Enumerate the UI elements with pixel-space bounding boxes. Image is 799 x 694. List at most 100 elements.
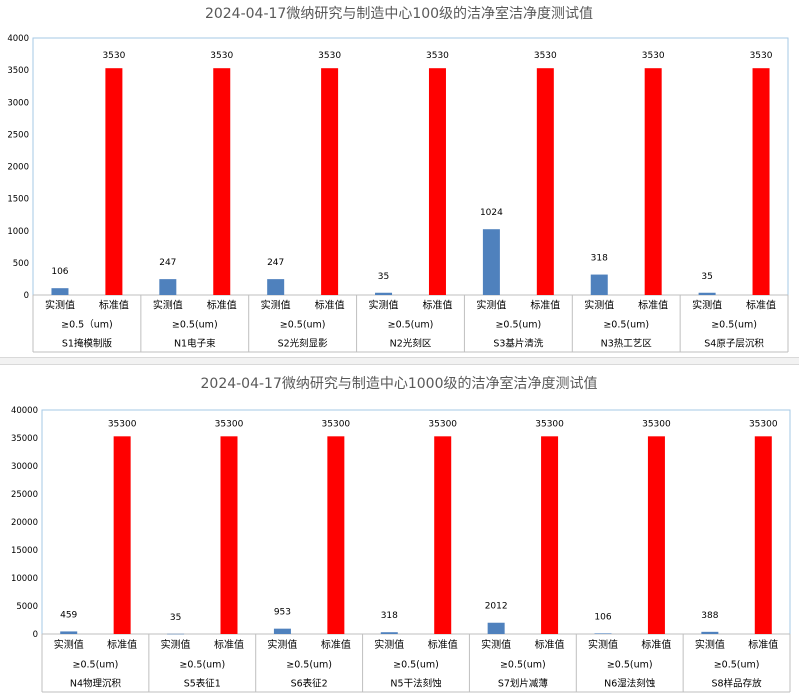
- chart-class-100-svg: 2024-04-17微纳研究与制造中心100级的洁净室洁净度测试值 0 500 100…: [7, 5, 789, 353]
- bar-measured: [701, 631, 719, 634]
- data-label-standard: 3530: [210, 51, 233, 61]
- bar-standard: [752, 68, 770, 295]
- category-size-label: ≥0.5(um): [607, 659, 653, 670]
- category-location-label: N3热工艺区: [601, 338, 653, 350]
- bar-standard: [644, 68, 662, 295]
- y-tick-label: 1500: [7, 195, 29, 205]
- plot-area-frame: [32, 37, 789, 296]
- category-location-label: S1掩模制版: [62, 338, 113, 350]
- data-label-measured: 35: [170, 613, 181, 623]
- data-label-standard: 3530: [102, 51, 125, 61]
- category-location-label: S5表征1: [184, 678, 221, 690]
- category-series-label: 标准值: [214, 638, 244, 651]
- data-label-standard: 3530: [750, 51, 773, 61]
- bar-standard: [321, 68, 339, 295]
- data-label-standard: 35300: [215, 419, 244, 429]
- category-size-label: ≥0.5(um): [286, 659, 332, 670]
- y-tick-label: 4000: [7, 34, 29, 44]
- bar-measured: [159, 279, 177, 295]
- data-label-standard: 3530: [318, 51, 341, 61]
- data-label-measured: 35: [378, 272, 389, 282]
- bar-measured: [60, 631, 78, 634]
- category-size-label: ≥0.5(um): [73, 659, 119, 670]
- bar-standard: [213, 68, 231, 295]
- data-label-measured: 953: [274, 608, 291, 618]
- data-label-measured: 1024: [480, 208, 503, 218]
- category-series-label: 实测值: [161, 638, 191, 651]
- category-size-label: ≥0.5(um): [603, 320, 649, 331]
- category-size-label: ≥0.5(um): [714, 659, 760, 670]
- y-tick-label: 3500: [7, 66, 29, 76]
- data-label-standard: 35300: [322, 419, 351, 429]
- bar-measured: [590, 274, 608, 295]
- y-tick-label: 2000: [7, 163, 29, 173]
- category-series-label: 标准值: [107, 638, 137, 651]
- category-series-label: 标准值: [315, 299, 345, 312]
- data-label-measured: 388: [701, 611, 718, 621]
- category-location-label: S6表征2: [291, 678, 328, 690]
- category-location-label: N5干法刻蚀: [390, 678, 442, 690]
- y-tick-label: 2500: [7, 130, 29, 140]
- category-series-label: 标准值: [641, 638, 671, 651]
- category-series-label: 标准值: [746, 299, 776, 312]
- category-size-label: ≥0.5(um): [179, 659, 225, 670]
- bar-measured: [487, 622, 505, 634]
- category-series-label: 实测值: [261, 299, 291, 312]
- data-label-measured: 318: [381, 611, 398, 621]
- y-tick-label: 5000: [16, 602, 38, 612]
- category-size-label: ≥0.5(um): [495, 320, 541, 331]
- category-location-label: S2光刻显影: [278, 338, 329, 350]
- category-series-label: 标准值: [422, 299, 452, 312]
- bar-measured: [698, 292, 716, 295]
- y-tick-label: 1000: [7, 227, 29, 237]
- category-location-label: S3基片清洗: [493, 338, 544, 350]
- category-series-label: 标准值: [99, 299, 129, 312]
- bar-standard: [434, 436, 452, 634]
- chart-class-1000-svg: 2024-04-17微纳研究与制造中心1000级的洁净室洁净度测试值 0 5000 1…: [11, 375, 791, 693]
- category-size-label: ≥0.5(um): [388, 320, 434, 331]
- data-label-standard: 3530: [426, 51, 449, 61]
- category-series-label: 实测值: [374, 638, 404, 651]
- category-series-label: 实测值: [588, 638, 618, 651]
- chart-class-1000: 2024-04-17微纳研究与制造中心1000级的洁净室洁净度测试值 0 5000 1…: [0, 366, 799, 694]
- data-label-measured: 247: [267, 258, 284, 268]
- category-series-label: 标准值: [638, 299, 668, 312]
- category-size-label: ≥0.5(um): [393, 659, 439, 670]
- category-location-label: N2光刻区: [390, 338, 432, 350]
- category-series-label: 标准值: [748, 638, 778, 651]
- bar-measured: [267, 279, 285, 295]
- category-size-label: ≥0.5(um): [172, 320, 218, 331]
- category-location-label: S7划片减薄: [498, 678, 549, 690]
- category-series-label: 标准值: [207, 299, 237, 312]
- category-series-label: 实测值: [476, 299, 506, 312]
- y-tick-label: 30000: [11, 462, 38, 472]
- data-label-measured: 247: [159, 258, 176, 268]
- category-location-label: S8样品存放: [712, 678, 763, 690]
- category-location-label: S4原子层沉积: [704, 338, 764, 350]
- data-label-measured: 35: [701, 272, 712, 282]
- category-series-label: 实测值: [54, 638, 84, 651]
- category-series-label: 实测值: [45, 299, 75, 312]
- data-label-standard: 35300: [642, 419, 671, 429]
- category-series-label: 标准值: [428, 638, 458, 651]
- data-label-measured: 106: [594, 612, 611, 622]
- bar-standard: [754, 436, 772, 634]
- category-series-label: 实测值: [692, 299, 722, 312]
- bar-measured: [273, 628, 291, 634]
- y-tick-label: 500: [13, 259, 29, 269]
- category-size-label: ≥0.5(um): [711, 320, 757, 331]
- bar-standard: [327, 436, 345, 634]
- data-label-standard: 3530: [534, 51, 557, 61]
- y-tick-label: 0: [33, 630, 38, 640]
- data-label-measured: 106: [51, 267, 68, 277]
- data-label-measured: 318: [591, 254, 608, 264]
- bar-measured: [482, 229, 500, 295]
- category-series-label: 实测值: [153, 299, 183, 312]
- category-series-label: 标准值: [530, 299, 560, 312]
- category-size-label: ≥0.5（um): [61, 319, 113, 331]
- data-label-standard: 35300: [428, 419, 457, 429]
- category-size-label: ≥0.5(um): [280, 320, 326, 331]
- bar-standard: [220, 436, 238, 634]
- category-series-label: 实测值: [267, 638, 297, 651]
- bar-standard: [428, 68, 446, 295]
